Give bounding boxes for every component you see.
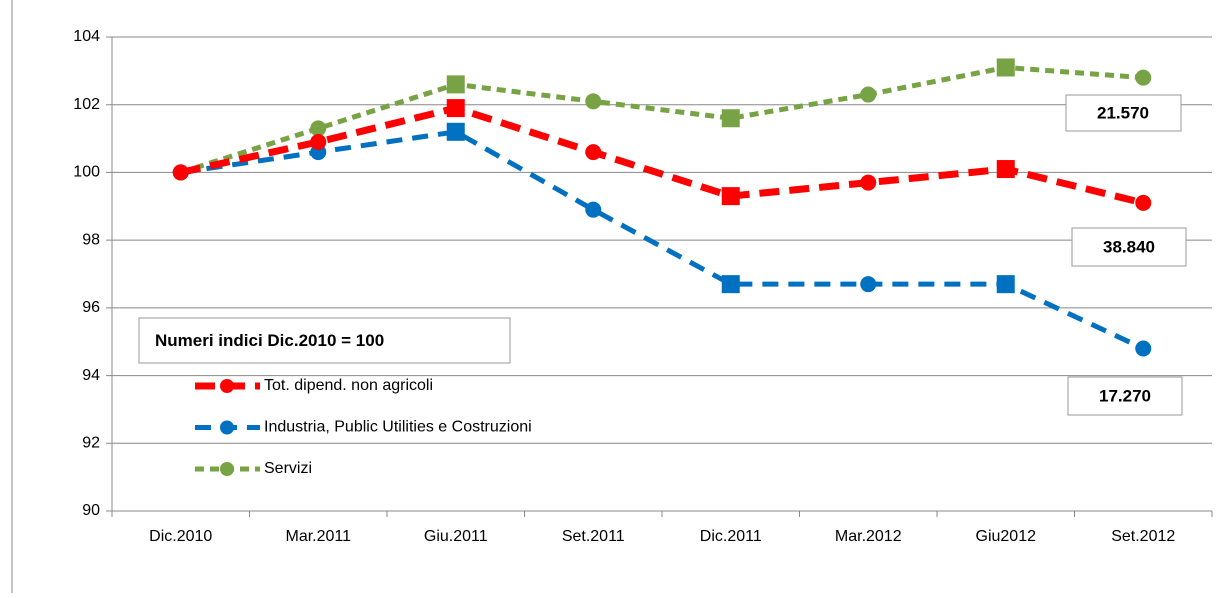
marker bbox=[860, 276, 877, 293]
series-line bbox=[179, 64, 1144, 175]
x-tick-label: Mar.2012 bbox=[835, 528, 902, 545]
annotation: 17.270 bbox=[1099, 386, 1151, 405]
legend-marker bbox=[220, 420, 234, 435]
marker bbox=[446, 75, 465, 94]
annotation-box bbox=[138, 317, 511, 364]
marker bbox=[585, 201, 602, 218]
marker bbox=[446, 122, 465, 141]
annotation: 21.570 bbox=[1097, 103, 1149, 122]
marker bbox=[585, 93, 602, 110]
marker bbox=[860, 86, 877, 103]
x-tick-label: Set.2012 bbox=[1111, 528, 1175, 545]
marker bbox=[310, 133, 327, 150]
legend-marker bbox=[220, 462, 234, 476]
x-tick-label: Giu2012 bbox=[976, 528, 1037, 545]
x-tick-label: Mar.2011 bbox=[285, 528, 351, 545]
y-tick-label: 90 bbox=[82, 502, 100, 519]
marker bbox=[721, 187, 740, 206]
annotation: 38.840 bbox=[1103, 237, 1155, 256]
marker bbox=[585, 144, 602, 161]
marker bbox=[721, 109, 740, 128]
marker bbox=[860, 174, 877, 191]
y-tick-label: 98 bbox=[82, 231, 100, 248]
legend-label: Industria, Public Utilities e Costruzion… bbox=[264, 419, 532, 436]
marker bbox=[1135, 194, 1152, 211]
y-tick-label: 96 bbox=[82, 299, 100, 316]
marker bbox=[996, 160, 1015, 179]
y-tick-label: 92 bbox=[82, 435, 100, 452]
marker bbox=[996, 275, 1015, 294]
legend-marker bbox=[220, 379, 234, 393]
x-tick-label: Giu.2011 bbox=[424, 528, 488, 545]
chart-frame bbox=[11, 0, 1224, 598]
series-line bbox=[180, 129, 1145, 351]
legend-label: Tot. dipend. non agricoli bbox=[264, 377, 433, 394]
series-line bbox=[179, 104, 1145, 207]
marker bbox=[446, 99, 465, 118]
x-tick-label: Set.2011 bbox=[562, 528, 625, 545]
marker bbox=[1135, 340, 1152, 357]
marker bbox=[721, 275, 740, 294]
marker bbox=[310, 120, 327, 137]
annotation-box bbox=[1067, 376, 1183, 416]
y-tick-label: 94 bbox=[82, 367, 100, 384]
annotation-box bbox=[1071, 227, 1187, 267]
annotation-box bbox=[1065, 94, 1182, 132]
y-tick-label: 104 bbox=[73, 28, 100, 45]
x-tick-label: Dic.2011 bbox=[700, 528, 762, 545]
annotation: Numeri indici Dic.2010 = 100 bbox=[155, 331, 384, 350]
marker bbox=[1135, 69, 1152, 86]
marker bbox=[172, 164, 189, 181]
marker bbox=[996, 58, 1015, 77]
y-tick-label: 100 bbox=[73, 164, 100, 181]
y-tick-label: 102 bbox=[73, 96, 100, 113]
x-tick-label: Dic.2010 bbox=[149, 528, 212, 545]
legend-label: Servizi bbox=[264, 460, 312, 477]
